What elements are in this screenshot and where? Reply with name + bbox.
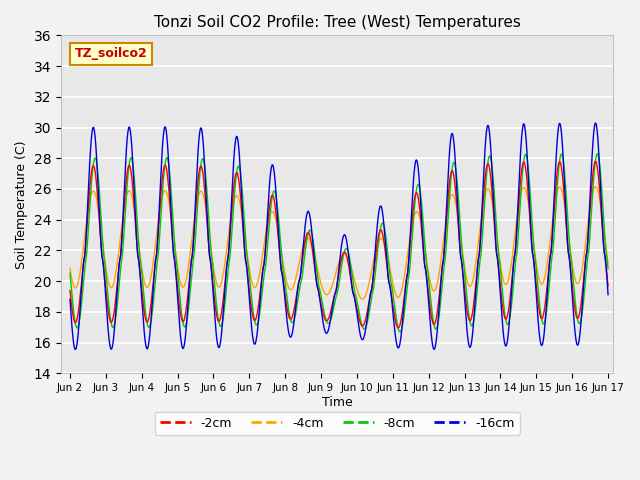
Text: TZ_soilco2: TZ_soilco2 [75,48,148,60]
Legend: -2cm, -4cm, -8cm, -16cm: -2cm, -4cm, -8cm, -16cm [155,412,520,435]
Y-axis label: Soil Temperature (C): Soil Temperature (C) [15,140,28,269]
Title: Tonzi Soil CO2 Profile: Tree (West) Temperatures: Tonzi Soil CO2 Profile: Tree (West) Temp… [154,15,521,30]
X-axis label: Time: Time [322,396,353,409]
